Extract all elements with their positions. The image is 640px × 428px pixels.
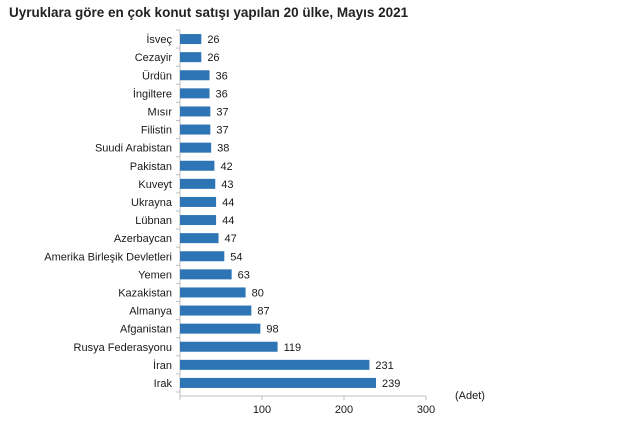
category-label: Suudi Arabistan bbox=[95, 143, 172, 155]
category-label: Lübnan bbox=[135, 215, 172, 227]
category-label: Mısır bbox=[148, 106, 173, 118]
bar bbox=[180, 251, 225, 262]
bar bbox=[180, 124, 211, 135]
data-label: 239 bbox=[382, 378, 400, 390]
category-label: Ürdün bbox=[142, 70, 172, 82]
category-label: İran bbox=[153, 359, 172, 372]
bar bbox=[180, 178, 216, 189]
data-label: 37 bbox=[216, 106, 228, 118]
bar bbox=[180, 359, 370, 370]
category-label: Rusya Federasyonu bbox=[74, 342, 172, 354]
data-label: 98 bbox=[266, 324, 278, 336]
bar bbox=[180, 142, 212, 153]
bar bbox=[180, 287, 246, 298]
data-label: 80 bbox=[252, 287, 264, 299]
data-label: 36 bbox=[216, 70, 228, 82]
bar bbox=[180, 88, 210, 99]
bar bbox=[180, 106, 211, 117]
data-label: 38 bbox=[217, 143, 229, 155]
data-label: 47 bbox=[225, 233, 237, 245]
bar bbox=[180, 341, 278, 352]
bar bbox=[180, 160, 215, 171]
bar bbox=[180, 377, 376, 388]
data-label: 87 bbox=[257, 306, 269, 318]
bar bbox=[180, 52, 202, 63]
x-tick-label: 100 bbox=[253, 404, 271, 416]
data-label: 43 bbox=[221, 179, 233, 191]
data-label: 36 bbox=[216, 88, 228, 100]
bar bbox=[180, 269, 232, 280]
bar bbox=[180, 196, 217, 207]
bar bbox=[180, 323, 261, 334]
x-unit-label: (Adet) bbox=[455, 390, 485, 402]
data-label: 42 bbox=[220, 161, 232, 173]
x-tick-label: 300 bbox=[417, 404, 435, 416]
data-label: 37 bbox=[216, 125, 228, 137]
category-label: Amerika Birleşik Devletleri bbox=[44, 251, 172, 263]
category-label: Yemen bbox=[138, 269, 172, 281]
category-label: Azerbaycan bbox=[114, 233, 172, 245]
category-label: Kuveyt bbox=[138, 179, 172, 191]
bar bbox=[180, 70, 210, 81]
category-label: Kazakistan bbox=[118, 287, 172, 299]
category-label: Filistin bbox=[141, 125, 172, 137]
data-label: 44 bbox=[222, 197, 234, 209]
category-label: Pakistan bbox=[130, 161, 172, 173]
category-label: Cezayir bbox=[135, 52, 173, 64]
data-label: 63 bbox=[238, 269, 250, 281]
bar bbox=[180, 34, 202, 45]
data-label: 26 bbox=[207, 34, 219, 46]
data-label: 26 bbox=[207, 52, 219, 64]
chart-title: Uyruklara göre en çok konut satışı yapıl… bbox=[9, 5, 409, 20]
x-tick-label: 200 bbox=[335, 404, 353, 416]
bar bbox=[180, 233, 219, 244]
data-label: 119 bbox=[284, 342, 302, 354]
data-label: 54 bbox=[230, 251, 242, 263]
data-label: 231 bbox=[375, 360, 393, 372]
bar bbox=[180, 305, 252, 316]
category-label: İsveç bbox=[146, 33, 172, 46]
category-label: Afganistan bbox=[120, 324, 172, 336]
category-label: İngiltere bbox=[133, 87, 172, 100]
bar bbox=[180, 215, 217, 226]
category-label: Irak bbox=[154, 378, 173, 390]
category-label: Ukrayna bbox=[131, 197, 173, 209]
data-label: 44 bbox=[222, 215, 234, 227]
category-label: Almanya bbox=[129, 306, 173, 318]
